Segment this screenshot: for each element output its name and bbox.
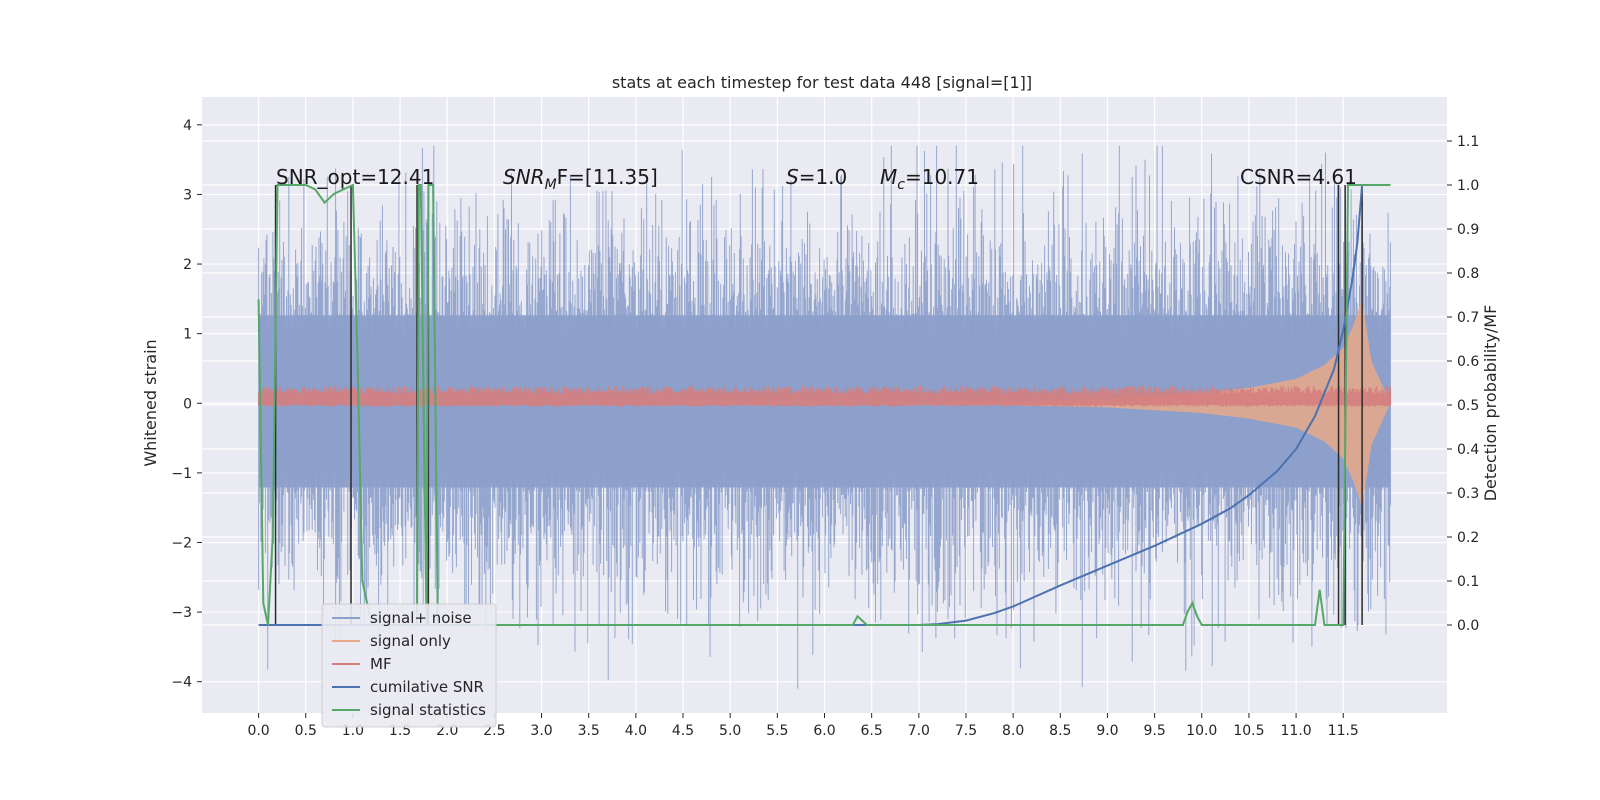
- y2-tick-label: 0.7: [1457, 310, 1479, 326]
- x-tick-label: 3.0: [530, 723, 552, 739]
- x-tick-label: 10.5: [1233, 723, 1264, 739]
- x-tick-label: 6.5: [861, 723, 883, 739]
- y2-tick-label: 1.1: [1457, 134, 1479, 150]
- annotations: SNR_opt=12.41 SNRMF=[11.35] S=1.0 Mc=10.…: [276, 165, 1357, 193]
- annotation-s: S=1.0: [786, 165, 847, 189]
- x-tick-label: 4.5: [672, 723, 694, 739]
- y2-tick-label: 0.3: [1457, 486, 1479, 502]
- y-tick-label: −3: [171, 605, 192, 621]
- legend: signal+ noise signal only MF cumilative SNR…: [321, 603, 497, 728]
- y2-tick-label: 0.6: [1457, 354, 1479, 370]
- x-tick-label: 9.0: [1096, 723, 1118, 739]
- legend-box: [321, 603, 497, 728]
- mf-trace: [257, 385, 1392, 407]
- y-axis-label: Whitened strain: [141, 339, 160, 466]
- x-tick-label: 5.5: [766, 723, 788, 739]
- legend-label: signal+ noise: [370, 609, 472, 627]
- annotation-snr-mf: SNRMF=[11.35]: [503, 165, 658, 193]
- x-tick-label: 10.0: [1186, 723, 1217, 739]
- legend-label: MF: [370, 655, 392, 673]
- legend-label: signal statistics: [370, 701, 486, 719]
- y2-tick-label: 0.8: [1457, 266, 1479, 282]
- y2-tick-label: 0.4: [1457, 442, 1479, 458]
- annotation-mc: Mc=10.71: [880, 165, 979, 193]
- x-tick-label: 7.0: [908, 723, 930, 739]
- y-tick-label: −2: [171, 535, 192, 551]
- x-tick-label: 11.5: [1328, 723, 1359, 739]
- x-tick-label: 6.0: [813, 723, 835, 739]
- y-axis-ticks: −4 −3 −2 −1 0 1 2 3 4: [171, 118, 202, 691]
- x-tick-label: 4.0: [625, 723, 647, 739]
- y2-axis-ticks: 0.0 0.1 0.2 0.3 0.4 0.5 0.6 0.7 0.8 0.9 1.0 1.1: [1447, 134, 1479, 634]
- x-tick-label: 8.5: [1049, 723, 1071, 739]
- y2-tick-label: 1.0: [1457, 178, 1479, 194]
- y2-tick-label: 0.9: [1457, 222, 1479, 238]
- y-tick-label: 3: [183, 187, 192, 203]
- x-tick-label: 5.0: [719, 723, 741, 739]
- x-tick-label: 9.5: [1143, 723, 1165, 739]
- annotation-snr-opt: SNR_opt=12.41: [276, 165, 434, 189]
- legend-label: cumilative SNR: [370, 678, 484, 696]
- x-tick-label: 0.0: [247, 723, 269, 739]
- y-tick-label: 1: [183, 327, 192, 343]
- legend-label: signal only: [370, 632, 451, 650]
- y2-tick-label: 0.1: [1457, 574, 1479, 590]
- series-cumulative-snr: [258, 184, 1364, 626]
- series-layer: [257, 145, 1392, 689]
- y-tick-label: 0: [183, 396, 192, 412]
- x-tick-label: 3.5: [578, 723, 600, 739]
- x-tick-label: 7.5: [955, 723, 977, 739]
- chart-title: stats at each timestep for test data 448…: [612, 73, 1032, 92]
- y-tick-label: 4: [183, 118, 192, 134]
- x-tick-label: 8.0: [1002, 723, 1024, 739]
- y-tick-label: 2: [183, 257, 192, 273]
- y2-axis-label: Detection probability/MF: [1481, 305, 1500, 502]
- x-tick-label: 0.5: [295, 723, 317, 739]
- y2-tick-label: 0.5: [1457, 398, 1479, 414]
- y-tick-label: −4: [171, 675, 192, 691]
- series-mf: [257, 385, 1392, 407]
- annotation-csnr: CSNR=4.61: [1240, 165, 1357, 189]
- y-tick-label: −1: [171, 466, 192, 482]
- y2-tick-label: 0.2: [1457, 530, 1479, 546]
- y2-tick-label: 0.0: [1457, 618, 1479, 634]
- x-tick-label: 11.0: [1281, 723, 1312, 739]
